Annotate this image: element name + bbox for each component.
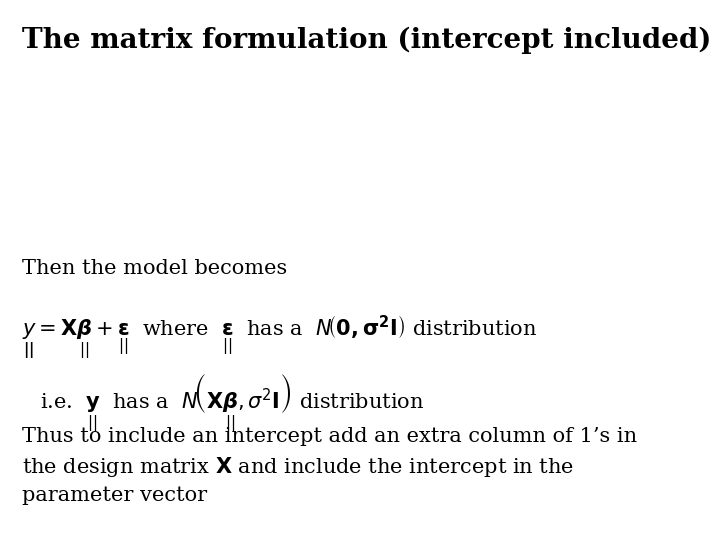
Text: The matrix formulation (intercept included): The matrix formulation (intercept includ… bbox=[22, 27, 711, 55]
Text: Thus to include an intercept add an extra column of 1’s in
the design matrix $\m: Thus to include an intercept add an extr… bbox=[22, 427, 636, 505]
Text: $\underset{}{{\bf \underset{||}{\mathit{y}}}} = {\bf X}\underset{||}{{\boldsymbo: $\underset{}{{\bf \underset{||}{\mathit{… bbox=[22, 313, 536, 357]
Text: i.e.  $\underset{||}{\mathit{\bf y}}$  has a  $N\!\left({\bf X}\underset{||}{{\b: i.e. $\underset{||}{\mathit{\bf y}}$ has… bbox=[40, 373, 424, 434]
Text: Then the model becomes: Then the model becomes bbox=[22, 259, 287, 278]
